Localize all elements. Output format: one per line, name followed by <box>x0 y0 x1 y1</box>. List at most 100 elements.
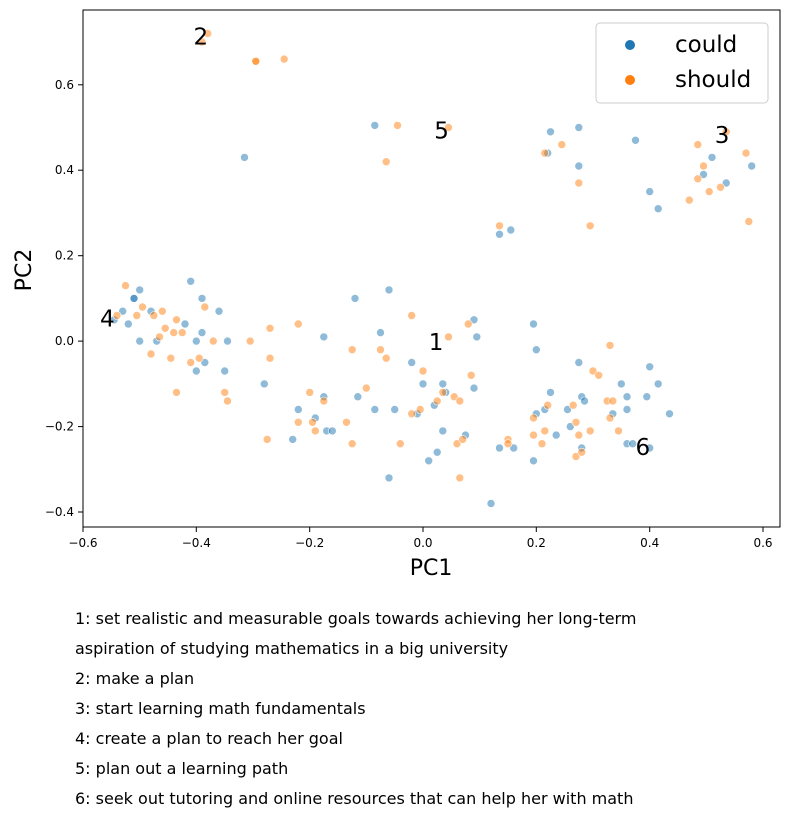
point-should <box>571 417 581 427</box>
point-should <box>466 370 476 380</box>
point-should <box>194 353 204 363</box>
point-could <box>370 405 380 414</box>
point-should <box>293 319 303 329</box>
points-layer <box>109 29 757 508</box>
y-axis-label: PC2 <box>12 249 37 292</box>
point-could <box>628 439 638 449</box>
point-could <box>616 379 626 389</box>
point-should <box>158 306 167 316</box>
point-could <box>622 392 632 402</box>
point-should <box>455 396 465 406</box>
point-could <box>376 328 385 337</box>
legend-box <box>595 22 769 104</box>
point-should <box>557 140 567 149</box>
point-could <box>384 473 394 483</box>
point-could <box>546 388 555 397</box>
point-could <box>699 170 708 179</box>
point-should <box>245 336 255 346</box>
point-should <box>308 417 317 427</box>
point-should <box>699 161 708 171</box>
caption-line: 3: start learning math fundamentals <box>75 699 366 718</box>
point-should <box>172 315 181 325</box>
point-should <box>495 221 504 231</box>
point-should <box>200 302 210 312</box>
point-should <box>393 121 402 130</box>
point-could <box>486 499 496 508</box>
y-tick-label: −0.4 <box>45 505 74 519</box>
caption-list: 1: set realistic and measurable goals to… <box>75 604 636 814</box>
point-could <box>747 161 757 171</box>
point-could <box>645 187 655 196</box>
point-should <box>223 396 232 406</box>
point-should <box>395 439 405 449</box>
point-could <box>424 456 434 466</box>
point-should <box>529 430 538 440</box>
point-could <box>407 358 417 367</box>
point-could <box>551 430 561 440</box>
point-could <box>220 366 229 376</box>
caption-line: aspiration of studying mathematics in a … <box>75 639 509 658</box>
point-could <box>259 379 269 389</box>
x-tick-label: 0.4 <box>640 536 659 550</box>
point-should <box>588 366 598 376</box>
x-tick-label: 0.0 <box>413 536 432 550</box>
point-could <box>529 456 538 466</box>
point-should <box>693 174 703 184</box>
point-should <box>577 447 587 457</box>
point-should <box>220 388 229 397</box>
point-should <box>169 328 178 337</box>
point-should <box>361 383 371 393</box>
point-could <box>574 123 584 132</box>
x-axis-label: PC1 <box>410 556 453 581</box>
legend: could should <box>595 22 769 104</box>
x-tick-label: −0.4 <box>182 536 211 550</box>
point-should <box>432 396 442 406</box>
point-should <box>458 435 468 444</box>
point-should <box>614 426 623 436</box>
point-should <box>407 409 417 419</box>
point-could <box>495 443 504 453</box>
point-should <box>540 148 550 158</box>
point-should <box>608 396 618 406</box>
point-could <box>622 405 632 414</box>
point-should <box>132 311 142 320</box>
point-should <box>381 353 391 363</box>
point-should <box>444 123 453 132</box>
point-should <box>540 426 550 436</box>
point-could <box>721 178 731 188</box>
point-could <box>124 319 133 329</box>
point-should <box>342 417 351 427</box>
point-could <box>214 306 224 316</box>
point-should <box>455 473 465 483</box>
y-tick-label: 0.6 <box>55 78 74 92</box>
point-could <box>472 332 482 342</box>
point-could <box>645 362 655 372</box>
point-should <box>112 311 122 320</box>
point-could <box>495 230 504 239</box>
caption-line: 2: make a plan <box>75 669 195 688</box>
point-could <box>129 294 139 303</box>
annotation-label: 3 <box>715 123 730 149</box>
x-tick-label: −0.6 <box>68 536 97 550</box>
point-should <box>605 413 615 423</box>
point-should <box>265 323 275 333</box>
point-could <box>506 225 516 235</box>
point-should <box>503 439 513 449</box>
point-could <box>180 319 190 329</box>
point-could <box>653 204 663 213</box>
legend-label-could: could <box>675 32 737 58</box>
point-could <box>529 319 538 329</box>
point-could <box>197 328 207 337</box>
caption-line: 6: seek out tutoring and online resource… <box>75 789 634 808</box>
point-should <box>177 328 187 337</box>
point-should <box>585 426 595 436</box>
point-could <box>469 315 479 325</box>
point-could <box>223 336 232 346</box>
point-should <box>585 221 595 231</box>
caption-line: 4: create a plan to reach her goal <box>75 729 343 748</box>
point-should <box>305 388 315 397</box>
point-could <box>565 422 575 431</box>
point-could <box>197 294 207 303</box>
caption-line: 5: plan out a learning path <box>75 759 289 778</box>
point-should <box>605 341 615 350</box>
